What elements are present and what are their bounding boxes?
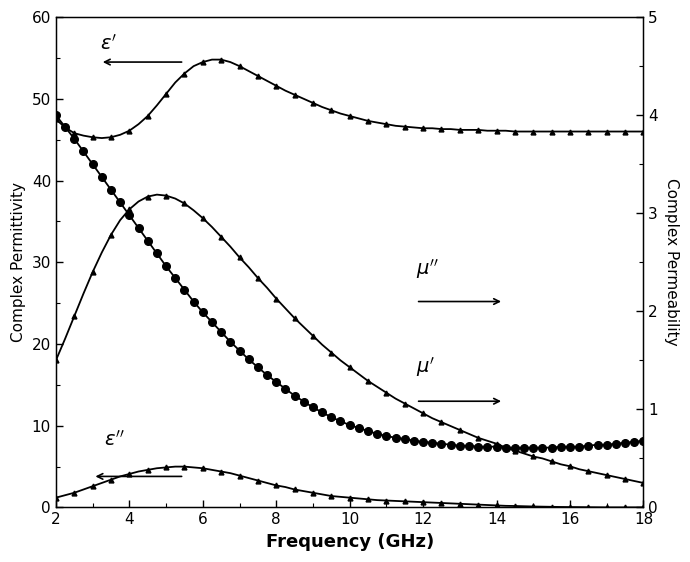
- X-axis label: Frequency (GHz): Frequency (GHz): [266, 533, 434, 551]
- Y-axis label: Complex Permeability: Complex Permeability: [664, 179, 679, 346]
- Text: $\mu''$: $\mu''$: [416, 257, 439, 281]
- Text: $\varepsilon''$: $\varepsilon''$: [104, 430, 124, 450]
- Text: $\mu'$: $\mu'$: [416, 355, 435, 379]
- Y-axis label: Complex Permittivity: Complex Permittivity: [11, 182, 26, 342]
- Text: $\varepsilon'$: $\varepsilon'$: [100, 34, 117, 54]
